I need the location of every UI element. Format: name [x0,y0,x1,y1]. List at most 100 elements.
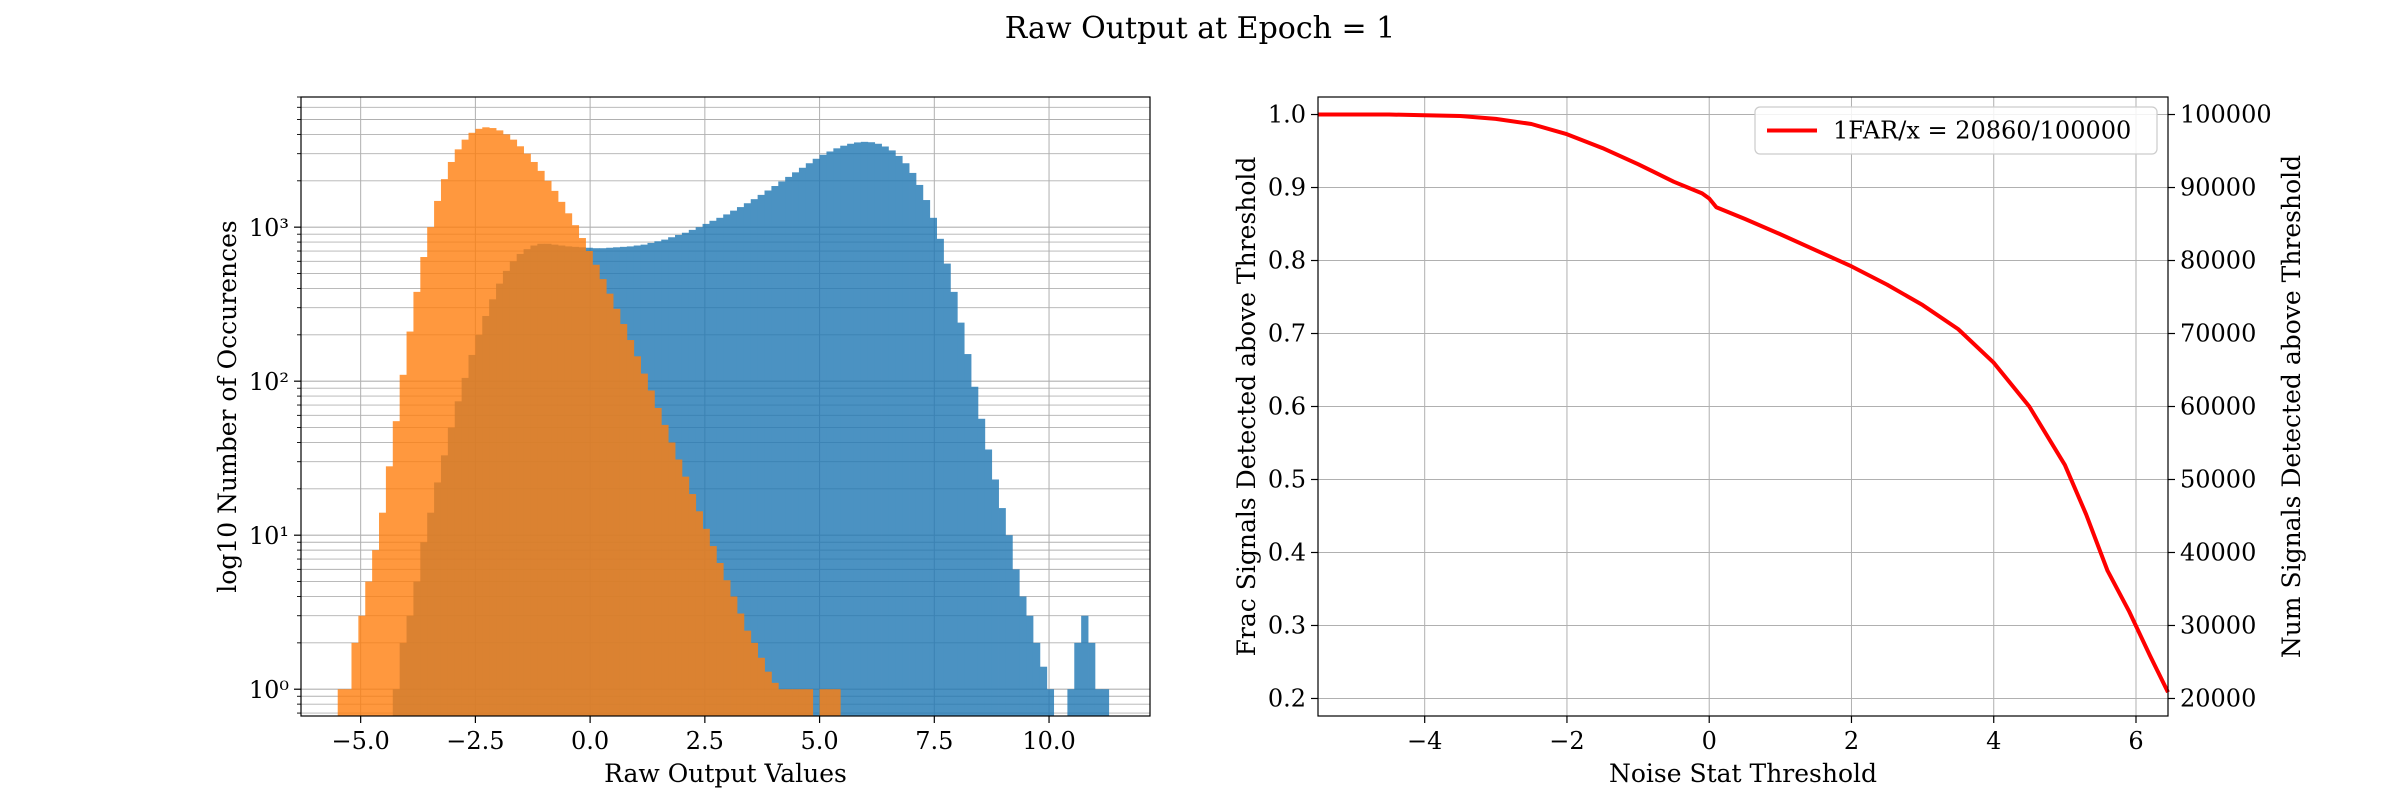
y-right-tick-label: 40000 [2180,538,2256,566]
histogram-bar [730,596,738,716]
histogram-bar [785,176,793,717]
histogram-bar [1012,569,1020,716]
histogram-bar [757,657,765,716]
histogram-bar [764,190,772,716]
histogram-bar [750,642,759,716]
histogram-bar [399,374,407,716]
detection-curve-panel: −4 −2 0 2 4 6 0.2 0.3 0.4 0.5 0.6 0.7 0.8 0.9 1.0 200… [1232,96,2306,788]
histogram-bar [730,210,738,716]
histogram-y-axis-label: log10 Number of Occurences [213,220,242,593]
histogram-bar [509,139,518,717]
histogram-bar [736,613,745,716]
histogram-bar [950,291,958,716]
legend: 1FAR/x = 20860/100000 [1754,106,2158,155]
histogram-bar [434,200,442,716]
histogram-bar [613,308,621,716]
x-tick-label: 0 [1702,727,1717,755]
x-tick-label: 6 [2128,727,2143,755]
histogram-bar [867,142,876,717]
histogram-bar [688,494,697,716]
histogram-bar [564,213,573,717]
histogram-bar [1026,615,1034,716]
histogram-bar [406,331,414,716]
histogram-bar [606,293,614,716]
histogram-bar [998,508,1006,716]
histogram-bar [792,172,800,716]
y-tick-label: 10² [249,368,289,396]
line-x-axis-label: Noise Stat Threshold [1609,759,1877,788]
histogram-bar [427,227,435,716]
histogram-bar [1094,689,1103,716]
histogram-bar [454,149,463,716]
histogram-bar [461,139,469,717]
histogram-bar [468,132,476,716]
line-left-y-ticks: 0.2 0.3 0.4 0.5 0.6 0.7 0.8 0.9 1.0 [1268,101,1318,712]
histogram-bar [881,146,889,716]
x-tick-label: −2 [1549,727,1584,755]
histogram-bar [640,373,648,716]
y-right-tick-label: 50000 [2180,465,2256,493]
y-right-tick-label: 60000 [2180,393,2256,421]
histogram-panel: −5.0 −2.5 0.0 2.5 5.0 7.5 10.0 10⁰ 10¹ 10² 10³ Ra… [213,96,1151,788]
histogram-bar [723,580,731,716]
histogram-bar [585,251,593,716]
histogram-bar [379,512,387,716]
histogram-bar [819,154,827,717]
x-tick-label: 10.0 [1022,727,1075,755]
histogram-bar [798,689,807,716]
y-right-tick-label: 90000 [2180,174,2256,202]
histogram-bar [826,151,834,717]
histogram-bar [702,223,710,717]
histogram-bar [440,179,449,716]
x-tick-label: −2.5 [446,727,504,755]
histogram-bar [502,134,511,716]
histogram-bar [661,424,669,716]
y-tick-label: 0.3 [1268,611,1306,639]
histogram-bar [413,291,421,716]
histogram-bar [668,442,676,716]
y-right-tick-label: 80000 [2180,247,2256,275]
histogram-y-ticks: 10⁰ 10¹ 10² 10³ [249,96,301,714]
histogram-bar [475,128,483,717]
histogram-bar [819,689,827,716]
histogram-bar [847,143,855,717]
histogram-bar [351,642,359,716]
histogram-bar [750,199,759,716]
histogram-bar [778,689,786,716]
x-tick-label: 5.0 [800,727,838,755]
histogram-bar [647,390,655,716]
histogram-bar [489,128,497,717]
histogram-bar [385,466,394,716]
histogram-bar [833,689,841,716]
x-tick-label: 2 [1844,727,1859,755]
histogram-bar [957,322,965,716]
x-tick-label: 7.5 [915,727,953,755]
histogram-bar [654,407,662,716]
histogram-bar [709,546,717,716]
histogram-bar [626,340,635,716]
histogram-bar [723,214,731,716]
histogram-bar [709,220,717,716]
histogram-bar [736,207,745,716]
histogram-bar [743,203,752,717]
histogram-bar [833,148,841,716]
histogram-bar [337,689,345,716]
histogram-bar [1067,689,1075,716]
histogram-bar [702,528,710,716]
histogram-bar [895,155,903,716]
histogram-bar [798,167,807,717]
histogram-bar [681,232,690,716]
line-right-y-axis-label: Num Signals Detected above Threshold [2277,155,2306,658]
line-grid [1318,97,2168,716]
histogram-bar [984,449,993,716]
histogram-bar [778,181,786,716]
histogram-bar [523,153,531,716]
histogram-bar [695,511,703,716]
y-tick-label: 0.8 [1268,247,1306,275]
legend-label: 1FAR/x = 20860/100000 [1833,117,2131,145]
histogram-bar [365,581,373,716]
detection-curve-line [1318,112,2170,694]
histogram-x-ticks: −5.0 −2.5 0.0 2.5 5.0 7.5 10.0 [332,716,1076,755]
histogram-bar [695,227,703,716]
